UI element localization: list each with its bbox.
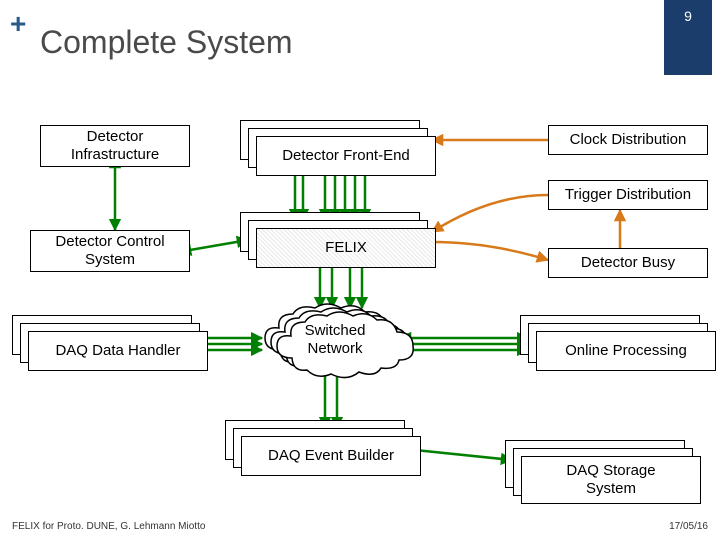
- page-title: Complete System: [40, 24, 293, 61]
- box-clock_dist: Clock Distribution: [548, 125, 708, 155]
- cloud-switched_net: SwitchedNetwork: [255, 300, 415, 380]
- page-number-badge: 9: [664, 0, 712, 75]
- plus-symbol: +: [10, 8, 26, 40]
- stacked-daq_handler: DAQ Data Handler: [12, 315, 208, 371]
- stacked-daq_storage: DAQ StorageSystem: [505, 440, 701, 504]
- box-det_infra: DetectorInfrastructure: [40, 125, 190, 167]
- box-det_busy: Detector Busy: [548, 248, 708, 278]
- footer-right: 17/05/16: [669, 521, 708, 532]
- stacked-online_proc: Online Processing: [520, 315, 716, 371]
- box-trigger_dist: Trigger Distribution: [548, 180, 708, 210]
- stacked-det_fe: Detector Front-End: [240, 120, 436, 176]
- box-dcs: Detector ControlSystem: [30, 230, 190, 272]
- system-diagram: DetectorInfrastructure Detector Front-End…: [0, 120, 720, 500]
- footer-left: FELIX for Proto. DUNE, G. Lehmann Miotto: [12, 521, 205, 532]
- stacked-felix: FELIX: [240, 212, 436, 268]
- stacked-daq_eb: DAQ Event Builder: [225, 420, 421, 476]
